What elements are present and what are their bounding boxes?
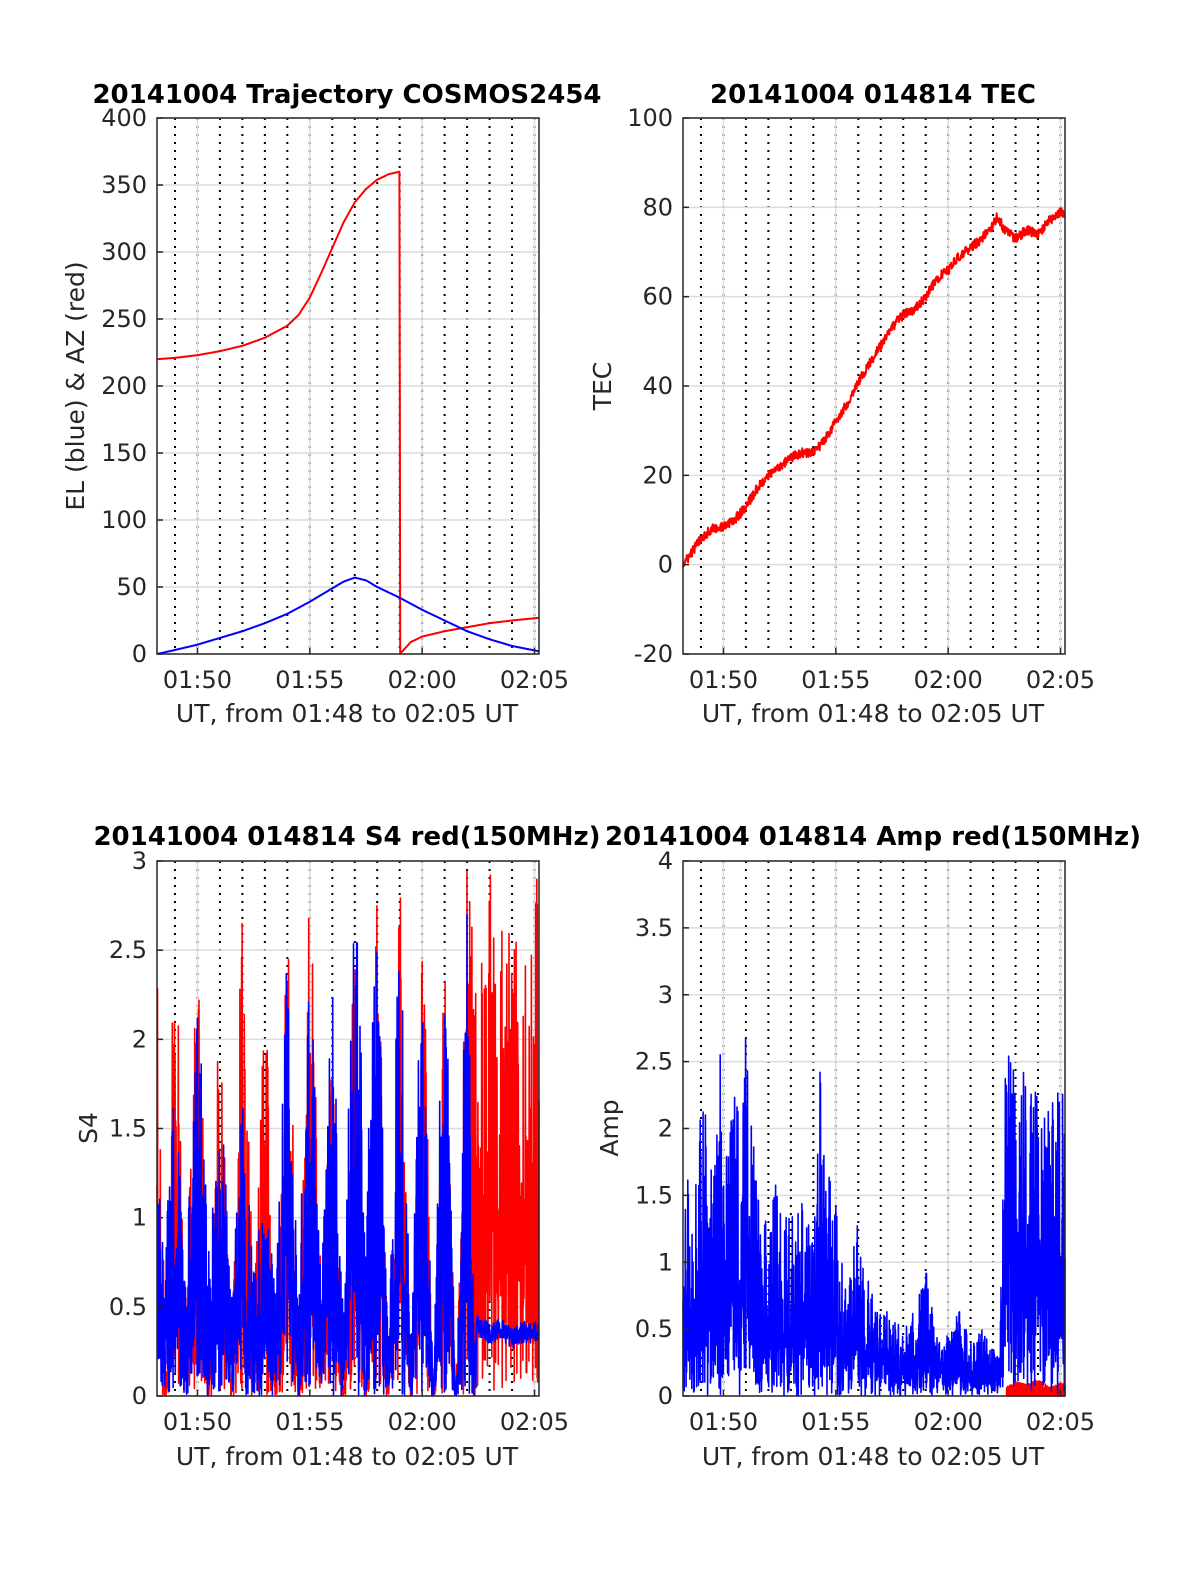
y-tick-label: 0 xyxy=(132,640,147,668)
y-tick-label: 1.5 xyxy=(635,1181,673,1209)
panel-title: 20141004 014814 S4 red(150MHz) xyxy=(93,822,600,852)
x-tick-label: 01:55 xyxy=(275,666,344,694)
panel-title: 20141004 014814 TEC xyxy=(710,80,1036,110)
series-line-red xyxy=(156,170,540,655)
panel-title: 20141004 Trajectory COSMOS2454 xyxy=(92,80,601,110)
x-tick-label: 02:05 xyxy=(1026,1408,1095,1436)
x-axis-label: UT, from 01:48 to 02:05 UT xyxy=(702,699,1045,728)
y-tick-label: 350 xyxy=(101,171,147,199)
y-tick-label: 2 xyxy=(132,1025,147,1053)
y-tick-label: 0 xyxy=(658,1382,673,1410)
y-tick-label: 80 xyxy=(642,193,673,221)
y-tick-label: 0 xyxy=(658,551,673,579)
y-axis-label: S4 xyxy=(74,1112,103,1144)
y-tick-label: 250 xyxy=(101,305,147,333)
x-tick-label: 02:05 xyxy=(500,1408,569,1436)
y-tick-label: 100 xyxy=(627,104,673,132)
plot-area: 01:50 01:55 02:00 02:05 0 0.5 1 1.5 2 2.5 3 3.5 4 xyxy=(635,847,1095,1436)
x-tick-label: 02:05 xyxy=(1026,666,1095,694)
y-tick-label: 0.5 xyxy=(635,1315,673,1343)
series-line-blue xyxy=(156,576,540,655)
x-tick-label: 02:05 xyxy=(500,666,569,694)
y-tick-label: 50 xyxy=(116,573,147,601)
y-tick-label: 1 xyxy=(658,1248,673,1276)
y-tick-label: 3 xyxy=(132,847,147,875)
y-tick-label: 2.5 xyxy=(635,1048,673,1076)
y-tick-label: 200 xyxy=(101,372,147,400)
y-tick-label: 0.5 xyxy=(109,1293,147,1321)
y-tick-label: 2 xyxy=(658,1115,673,1143)
y-tick-label: 0 xyxy=(132,1382,147,1410)
plot-area: 01:50 01:55 02:00 02:05 0 0.5 1 1.5 2 2.5 3 xyxy=(109,847,569,1436)
x-tick-label: 02:00 xyxy=(388,666,457,694)
y-tick-label: 40 xyxy=(642,372,673,400)
panel-amp: 20141004 014814 Amp red(150MHz) 01:50 01:… xyxy=(595,822,1141,1471)
y-tick-label: 2.5 xyxy=(109,936,147,964)
y-tick-label: 100 xyxy=(101,506,147,534)
x-tick-label: 01:55 xyxy=(275,1408,344,1436)
y-tick-label: 60 xyxy=(642,283,673,311)
x-tick-label: 01:50 xyxy=(163,1408,232,1436)
y-tick-label: 20 xyxy=(642,461,673,489)
panel-trajectory: 20141004 Trajectory COSMOS2454 01:50 01:5… xyxy=(61,80,602,728)
x-tick-label: 02:00 xyxy=(914,666,983,694)
x-tick-label: 02:00 xyxy=(388,1408,457,1436)
y-tick-label: 3.5 xyxy=(635,914,673,942)
y-tick-label: 4 xyxy=(658,847,673,875)
series-line-blue xyxy=(156,913,540,1397)
y-axis-label: Amp xyxy=(595,1099,624,1156)
x-axis-label: UT, from 01:48 to 02:05 UT xyxy=(176,1442,519,1471)
y-tick-label: 3 xyxy=(658,981,673,1009)
y-tick-label: -20 xyxy=(634,640,673,668)
x-axis-label: UT, from 01:48 to 02:05 UT xyxy=(176,699,519,728)
y-tick-label: 1 xyxy=(132,1204,147,1232)
y-tick-label: 1.5 xyxy=(109,1115,147,1143)
y-tick-label: 400 xyxy=(101,104,147,132)
panel-s4: 20141004 014814 S4 red(150MHz) 01:50 01:5… xyxy=(74,822,601,1471)
x-tick-label: 01:55 xyxy=(801,666,870,694)
series-line-red xyxy=(682,207,1066,568)
y-axis-label: EL (blue) & AZ (red) xyxy=(61,261,90,510)
y-axis-label: TEC xyxy=(588,362,617,412)
plot-area: 01:50 01:55 02:00 02:05 -20 0 20 40 60 80 100 xyxy=(627,104,1095,694)
panel-title: 20141004 014814 Amp red(150MHz) xyxy=(605,822,1141,852)
x-tick-label: 01:50 xyxy=(163,666,232,694)
x-tick-label: 01:50 xyxy=(689,1408,758,1436)
x-tick-label: 02:00 xyxy=(914,1408,983,1436)
series-line-blue xyxy=(682,1037,1066,1397)
y-tick-label: 150 xyxy=(101,439,147,467)
x-axis-label: UT, from 01:48 to 02:05 UT xyxy=(702,1442,1045,1471)
series-line-red xyxy=(1005,1379,1066,1397)
x-tick-label: 01:50 xyxy=(689,666,758,694)
plot-area: 01:50 01:55 02:00 02:05 0 50 100 150 200 250 300 35… xyxy=(101,104,569,694)
x-tick-label: 01:55 xyxy=(801,1408,870,1436)
y-tick-label: 300 xyxy=(101,238,147,266)
panel-tec: 20141004 014814 TEC 01:50 01:55 02:00 02:05… xyxy=(588,80,1095,728)
